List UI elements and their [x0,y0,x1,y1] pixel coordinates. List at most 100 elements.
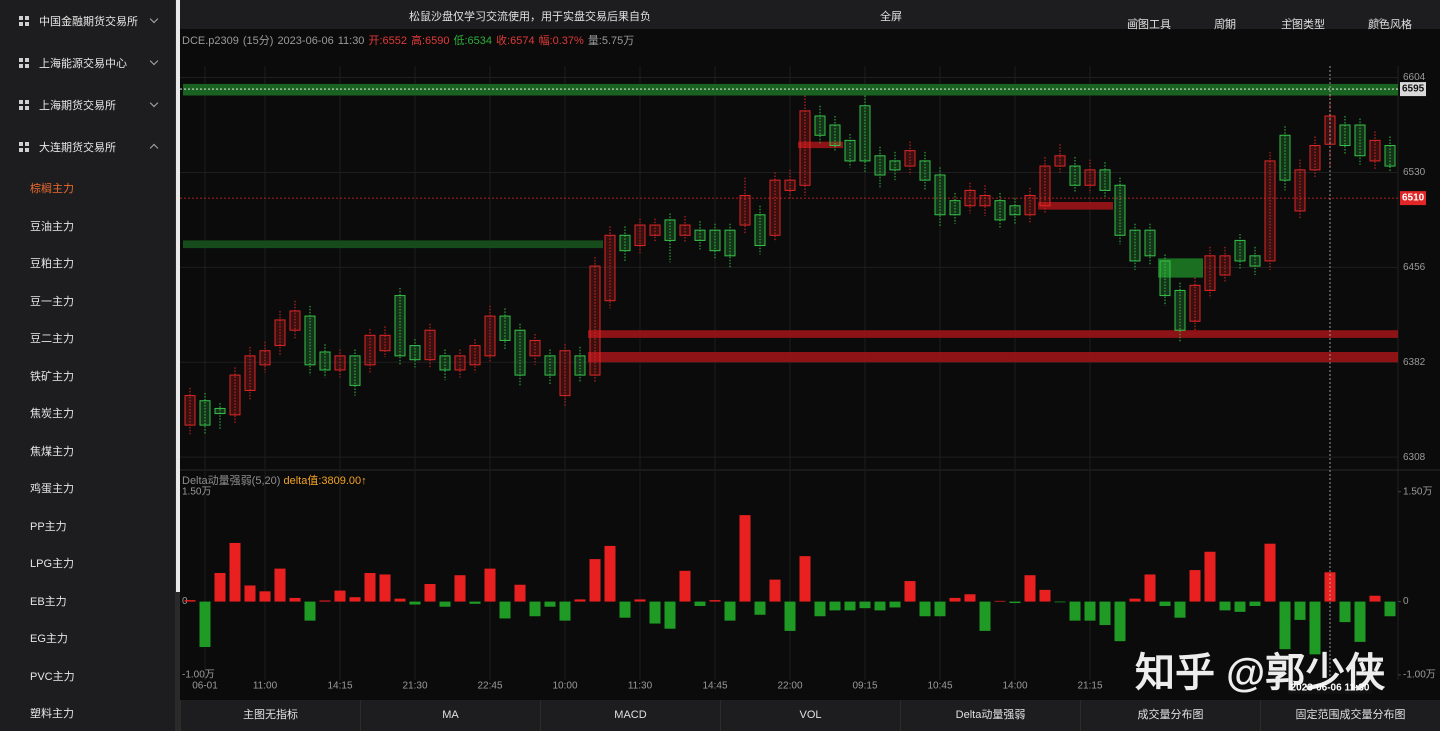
candle-body [919,160,931,181]
delta-bar [1279,601,1291,650]
candle-body [1339,124,1351,147]
delta-bar [1294,601,1306,620]
header-stat: 高:6590 [410,35,450,47]
delta-bar [544,601,556,607]
contract-item[interactable]: 铁矿主力 [30,370,74,383]
volume-zone [588,330,1398,338]
delta-bar [1264,543,1276,602]
contract-item[interactable]: 豆一主力 [30,295,74,308]
delta-bar [1384,601,1396,617]
candle-body [1234,239,1246,262]
contract-item[interactable]: 焦煤主力 [30,445,74,458]
delta-bar [1129,598,1141,602]
x-tick-label: 11:00 [253,681,278,692]
candle-body [259,350,271,366]
scroll-thumb[interactable] [176,0,180,592]
contract-item[interactable]: 焦炭主力 [30,408,74,420]
candle-body [979,195,991,207]
y-tick-label-left: -1.00万 [182,670,215,681]
delta-bar [799,556,811,602]
contract-item[interactable]: 豆粕主力 [30,258,74,270]
chart-header: DCE.p2309 (15分) 2023-06-06 11:30 开:6552 高:659… [182,32,638,48]
candle-body [694,229,706,241]
header-date: 2023-06-06 [277,35,334,47]
tab[interactable]: VOL [720,700,900,731]
exchange-group[interactable]: 上海期货交易所 [0,84,175,126]
candle-body [499,315,511,341]
fullscreen-button[interactable]: 全屏 [880,11,902,23]
exchange-label: 上海期货交易所 [39,100,116,112]
candle-body [289,310,301,331]
tab[interactable]: 成交量分布图 [1080,700,1260,731]
candle-body [439,355,451,371]
candle-body [1039,165,1051,207]
tab[interactable]: MA [360,700,540,731]
delta-bar [319,600,331,602]
volume-zone [588,352,1398,363]
candle-body [334,355,346,371]
header-stat: 收:6574 [496,35,535,47]
exchange-group[interactable]: 大连期货交易所 [0,126,175,168]
x-tick-label: 14:45 [702,681,727,692]
delta-bar [304,601,316,621]
delta-bar [1159,601,1171,606]
delta-bar [1144,574,1156,602]
contract-item[interactable]: 塑料主力 [30,708,74,720]
contract-item[interactable]: PVC主力 [30,670,75,683]
grid-icon [19,142,29,152]
contract-item[interactable]: EB主力 [30,595,67,608]
tab[interactable]: 主图无指标 [180,700,360,731]
y-tick-label: 6456 [1403,262,1426,273]
candle-body [1159,260,1171,297]
chevron [149,143,159,153]
delta-bar [919,601,931,617]
exchange-group[interactable]: 中国金融期货交易所 [0,0,175,42]
y-tick-label-right: 1.50万 [1403,486,1432,497]
delta-bar [889,601,901,608]
candle-body [619,234,631,252]
y-tick-label: 6604 [1403,72,1426,83]
delta-bar [1234,601,1246,612]
contract-item[interactable]: PP主力 [30,520,67,533]
contract-item[interactable]: 鸡蛋主力 [30,483,74,495]
x-tick-label: 11:30 [628,681,653,692]
delta-bar [769,579,781,602]
x-tick-label: 10:00 [552,681,577,692]
delta-bar [1099,601,1111,626]
contract-item[interactable]: LPG主力 [30,558,75,570]
candle-body [949,200,961,216]
menu-label: 主图类型 [1281,19,1325,31]
candle-body [304,315,316,366]
candle-body [454,355,466,371]
contract-item[interactable]: 棕榈主力 [30,183,74,195]
delta-bar [424,584,436,602]
delta-bar [1069,601,1081,621]
contract-item[interactable]: 豆油主力 [30,220,74,233]
tab[interactable]: 固定范围成交量分布图 [1260,700,1440,731]
topbar: 松鼠沙盘仅学习交流使用，用于实盘交易后果自负 全屏 画图工具 周期 主图类型 颜色风格 [180,0,1440,31]
delta-bar [454,575,466,602]
candle-body [214,407,226,415]
delta-bar [1309,601,1321,655]
tab[interactable]: MACD [540,700,720,731]
delta-bar [274,568,286,602]
contract-item[interactable]: 豆二主力 [30,333,74,345]
volume-zone [1158,258,1203,278]
candle-body [1249,255,1261,267]
candle-body [1294,169,1306,212]
tab[interactable]: Delta动量强弱 [900,700,1080,731]
indicator-tabs: 主图无指标 MA MACD VOL Delta动量强弱 成交量分布图 固定范围成交量分布图 [180,700,1440,731]
contract-item[interactable]: EG主力 [30,633,68,645]
exchange-group[interactable]: 上海能源交易中心 [0,42,175,84]
delta-bar [574,599,586,602]
scrollbar [175,0,180,731]
delta-bar [649,601,661,624]
grid-icon [19,16,29,26]
y-tick-label-left: 1.50万 [182,486,211,497]
header-symbol: DCE.p2309 [182,35,239,47]
candle-body [529,339,541,357]
menu-label: 画图工具 [1127,19,1171,31]
delta-bar [979,601,991,631]
delta-bar [604,545,616,602]
candle-body [409,345,421,361]
